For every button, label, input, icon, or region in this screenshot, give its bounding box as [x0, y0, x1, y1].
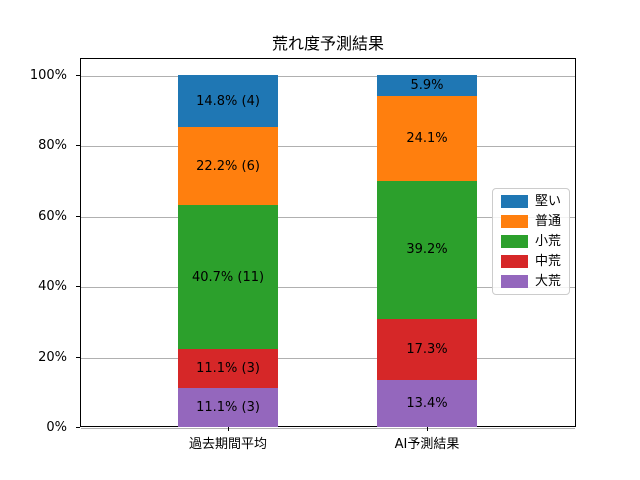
bar-segment: 13.4%	[377, 379, 477, 427]
x-tick-label: 過去期間平均	[188, 437, 267, 452]
y-tick-mark	[76, 427, 80, 428]
x-tick-mark	[228, 427, 229, 431]
bar-segment: 11.1% (3)	[178, 387, 278, 427]
bar-segment-label: 11.1% (3)	[196, 399, 260, 415]
gridline	[81, 75, 575, 77]
y-tick-mark	[76, 215, 80, 217]
bar-segment-label: 14.8% (4)	[196, 93, 260, 109]
legend-swatch-icon	[501, 255, 528, 268]
y-tick-mark	[76, 286, 80, 288]
bar-segment-label: 22.2% (6)	[196, 158, 260, 174]
bar-segment: 40.7% (11)	[178, 205, 278, 349]
y-tick-mark	[76, 145, 80, 147]
legend-entry: 大荒	[501, 275, 561, 288]
legend-entry: 小荒	[501, 235, 561, 248]
bar-segment-label: 24.1%	[406, 130, 448, 146]
legend: 堅い普通小荒中荒大荒	[492, 188, 570, 295]
bar-segment-label: 39.2%	[406, 242, 448, 258]
legend-entry: 普通	[501, 215, 561, 228]
y-tick-label: 80%	[38, 138, 67, 154]
legend-label: 大荒	[535, 274, 562, 289]
x-tick-label: AI予測結果	[394, 437, 460, 452]
bar-segment: 24.1%	[377, 95, 477, 181]
y-tick-label: 20%	[38, 349, 67, 365]
bar-segment: 17.3%	[377, 318, 477, 380]
x-tick-mark	[427, 427, 428, 431]
legend-label: 中荒	[535, 254, 562, 269]
bar-segment-label: 17.3%	[406, 341, 448, 357]
bar-segment: 22.2% (6)	[178, 127, 278, 206]
bar-segment-label: 40.7% (11)	[191, 269, 265, 285]
bar-segment: 11.1% (3)	[178, 348, 278, 388]
gridline	[81, 357, 575, 359]
bar-segment-label: 5.9%	[410, 78, 444, 94]
bar-segment-label: 13.4%	[406, 395, 448, 411]
y-tick-mark	[76, 356, 80, 358]
gridline	[81, 146, 575, 148]
bar-segment: 14.8% (4)	[178, 75, 278, 128]
bar-segment: 5.9%	[377, 75, 477, 96]
stacked-bar-0: 14.8% (4) 22.2% (6) 40.7% (11) 11.1% (3) 11.…	[178, 75, 278, 427]
gridline	[81, 216, 575, 218]
stacked-bar-1: 5.9% 24.1% 39.2% 17.3% 13.4%	[377, 75, 477, 427]
legend-entry: 堅い	[501, 195, 561, 208]
bar-segment: 39.2%	[377, 180, 477, 319]
chart-title: 荒れ度予測結果	[271, 34, 384, 53]
legend-label: 堅い	[535, 194, 562, 209]
gridline	[81, 287, 575, 289]
legend-label: 小荒	[535, 234, 562, 249]
legend-swatch-icon	[501, 215, 528, 228]
legend-label: 普通	[535, 214, 562, 229]
legend-swatch-icon	[501, 235, 528, 248]
y-tick-mark	[76, 74, 80, 76]
bar-segment-label: 11.1% (3)	[196, 360, 260, 376]
legend-swatch-icon	[501, 275, 528, 288]
y-tick-label: 60%	[38, 208, 67, 224]
y-tick-label: 0%	[46, 420, 67, 435]
legend-entry: 中荒	[501, 255, 561, 268]
y-tick-label: 40%	[38, 279, 67, 295]
legend-swatch-icon	[501, 195, 528, 208]
gridline	[81, 428, 575, 429]
y-tick-label: 100%	[29, 67, 67, 83]
